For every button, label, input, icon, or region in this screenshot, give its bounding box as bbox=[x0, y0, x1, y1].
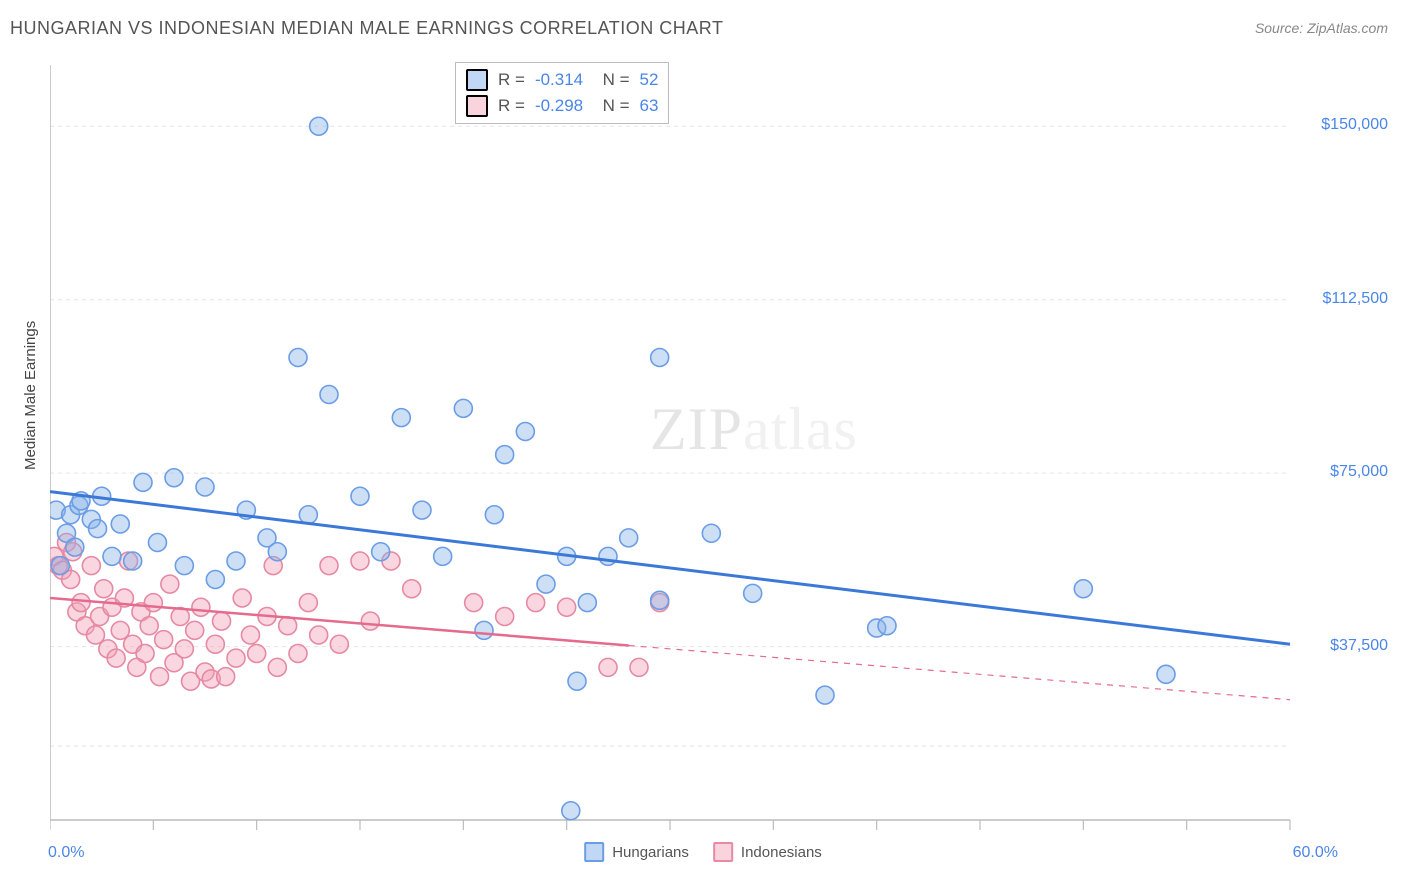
xtick-min: 0.0% bbox=[48, 844, 84, 862]
y-axis-label: Median Male Earnings bbox=[22, 321, 39, 470]
scatter-plot bbox=[50, 60, 1350, 835]
xtick-max: 60.0% bbox=[1293, 844, 1338, 862]
chart-container: HUNGARIAN VS INDONESIAN MEDIAN MALE EARN… bbox=[0, 0, 1406, 892]
stats-row-hungarians: R = -0.314 N = 52 bbox=[466, 69, 658, 91]
legend-item-indonesians: Indonesians bbox=[713, 842, 822, 862]
ytick-label: $112,500 bbox=[1322, 290, 1388, 308]
legend: Hungarians Indonesians bbox=[584, 842, 822, 862]
correlation-stats-box: R = -0.314 N = 52 R = -0.298 N = 63 bbox=[455, 62, 669, 124]
source-attribution: Source: ZipAtlas.com bbox=[1255, 20, 1388, 36]
swatch-pink-icon bbox=[466, 95, 488, 117]
ytick-label: $150,000 bbox=[1321, 116, 1388, 134]
ytick-label: $37,500 bbox=[1330, 637, 1388, 655]
swatch-blue-icon bbox=[466, 69, 488, 91]
stats-row-indonesians: R = -0.298 N = 63 bbox=[466, 95, 658, 117]
ytick-label: $75,000 bbox=[1330, 463, 1388, 481]
chart-title: HUNGARIAN VS INDONESIAN MEDIAN MALE EARN… bbox=[10, 18, 723, 39]
swatch-pink-icon bbox=[713, 842, 733, 862]
legend-item-hungarians: Hungarians bbox=[584, 842, 689, 862]
swatch-blue-icon bbox=[584, 842, 604, 862]
